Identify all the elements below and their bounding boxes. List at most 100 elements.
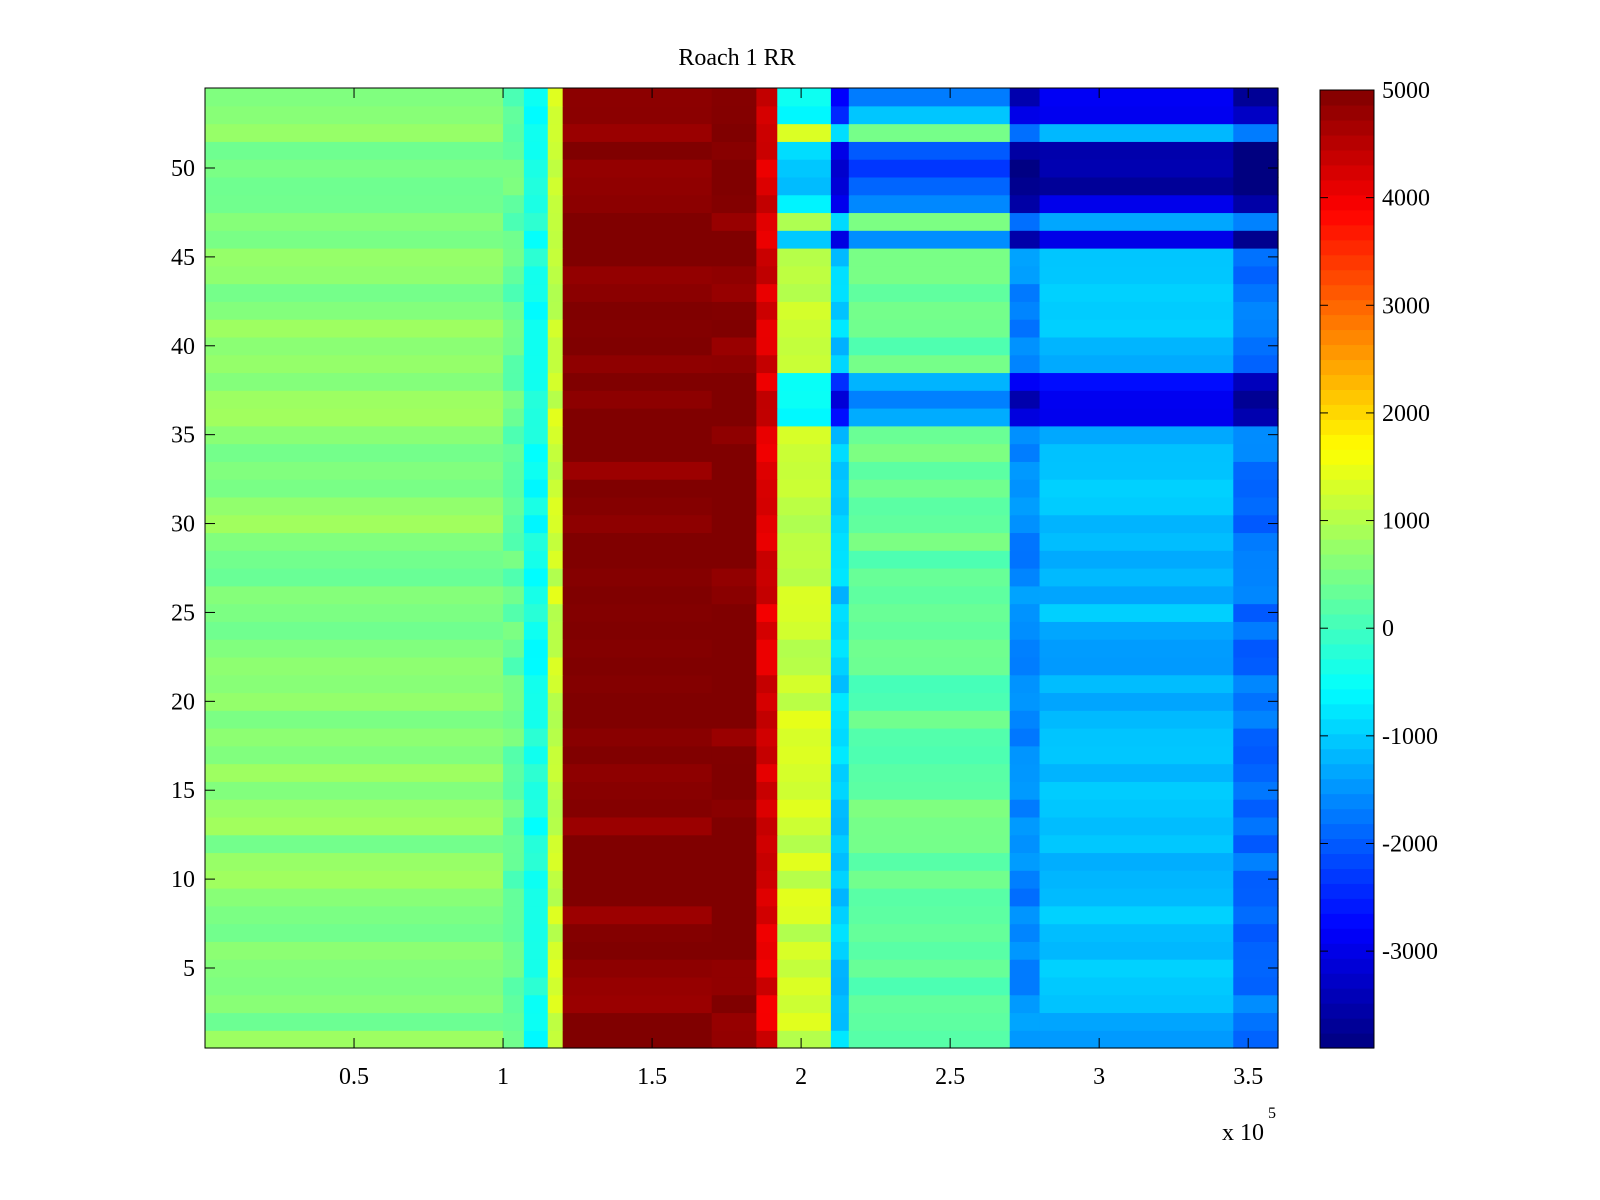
- heatmap-cell: [711, 479, 757, 498]
- heatmap-cell: [711, 105, 757, 125]
- heatmap-cell: [523, 408, 549, 427]
- colorbar: [1320, 90, 1374, 1049]
- heatmap-cell: [830, 621, 850, 640]
- heatmap-cell: [848, 159, 1011, 178]
- heatmap-cell: [711, 959, 757, 978]
- heatmap-cell: [562, 639, 713, 658]
- heatmap-cell: [523, 621, 549, 640]
- heatmap-cell: [205, 105, 504, 125]
- heatmap-cell: [547, 514, 564, 534]
- heatmap-cell: [205, 443, 504, 462]
- heatmap-cell: [503, 834, 525, 854]
- y-tick-label: 40: [171, 334, 195, 360]
- heatmap-cell: [777, 425, 832, 445]
- heatmap-cell: [562, 408, 713, 427]
- colorbar-swatch: [1320, 778, 1374, 795]
- heatmap-cell: [1009, 212, 1041, 231]
- heatmap-cell: [503, 994, 525, 1014]
- x-tick-label: 3: [1093, 1064, 1105, 1090]
- heatmap-cell: [503, 425, 525, 445]
- heatmap-cell: [562, 799, 713, 818]
- heatmap-cell: [830, 639, 850, 658]
- heatmap-cell: [205, 745, 504, 765]
- heatmap-cell: [1009, 194, 1041, 214]
- heatmap-cell: [1009, 710, 1041, 729]
- heatmap-cell: [1009, 959, 1041, 978]
- heatmap-cell: [711, 639, 757, 658]
- heatmap-cell: [1009, 141, 1041, 160]
- heatmap-cell: [547, 354, 564, 374]
- heatmap-cell: [777, 123, 832, 142]
- colorbar-swatch: [1320, 164, 1374, 181]
- heatmap-cell: [1233, 176, 1279, 196]
- heatmap-cell: [830, 941, 850, 960]
- heatmap-cell: [1039, 674, 1234, 694]
- heatmap-cell: [711, 763, 757, 782]
- heatmap-cell: [523, 923, 549, 942]
- heatmap-cell: [756, 354, 778, 374]
- heatmap-cell: [830, 212, 850, 231]
- colorbar-swatch: [1320, 703, 1374, 720]
- heatmap-cell: [848, 425, 1011, 445]
- heatmap-cell: [503, 301, 525, 320]
- heatmap-cell: [562, 1030, 713, 1049]
- heatmap-cell: [523, 1030, 549, 1049]
- heatmap-cell: [503, 621, 525, 640]
- heatmap-cell: [848, 941, 1011, 960]
- heatmap-cell: [711, 568, 757, 587]
- heatmap-cell: [1039, 1030, 1234, 1049]
- heatmap-cell: [1233, 834, 1279, 854]
- heatmap-cell: [523, 710, 549, 729]
- heatmap-cell: [1233, 212, 1279, 231]
- heatmap-cell: [1233, 194, 1279, 214]
- heatmap-cell: [1009, 1012, 1041, 1031]
- heatmap-cell: [711, 230, 757, 249]
- heatmap-cell: [711, 745, 757, 765]
- colorbar-swatch: [1320, 718, 1374, 735]
- heatmap-cell: [1233, 159, 1279, 178]
- heatmap-cell: [1233, 639, 1279, 658]
- heatmap-cell: [848, 870, 1011, 889]
- heatmap-cell: [523, 870, 549, 889]
- heatmap-cell: [777, 603, 832, 622]
- heatmap-cell: [205, 176, 504, 196]
- heatmap-cell: [830, 834, 850, 854]
- colorbar-swatch: [1320, 793, 1374, 810]
- heatmap-cell: [777, 621, 832, 640]
- heatmap-cell: [523, 550, 549, 569]
- heatmap-cell: [1233, 514, 1279, 534]
- heatmap-cell: [848, 319, 1011, 338]
- heatmap-cell: [1233, 265, 1279, 285]
- heatmap-cell: [1233, 710, 1279, 729]
- heatmap-cell: [547, 230, 564, 249]
- heatmap-cell: [547, 425, 564, 445]
- heatmap-cell: [1039, 283, 1234, 302]
- heatmap-cell: [777, 194, 832, 214]
- heatmap-cell: [830, 710, 850, 729]
- heatmap-cell: [503, 959, 525, 978]
- heatmap-cell: [1009, 248, 1041, 267]
- heatmap-cell: [1233, 461, 1279, 480]
- heatmap-cell: [1039, 390, 1234, 409]
- heatmap-cell: [848, 692, 1011, 711]
- heatmap-cell: [711, 888, 757, 907]
- heatmap-cell: [777, 852, 832, 871]
- heatmap-cell: [756, 585, 778, 605]
- heatmap-cell: [562, 479, 713, 498]
- y-tick-label: 5: [183, 956, 195, 982]
- colorbar-swatch: [1320, 898, 1374, 914]
- heatmap-cell: [756, 621, 778, 640]
- heatmap-cell: [756, 745, 778, 765]
- heatmap-cell: [777, 976, 832, 996]
- heatmap-cell: [848, 336, 1011, 356]
- heatmap-cell: [756, 639, 778, 658]
- heatmap-cell: [503, 870, 525, 889]
- y-tick-label: 20: [171, 689, 195, 715]
- heatmap-cell: [848, 283, 1011, 302]
- heatmap-cell: [756, 550, 778, 569]
- heatmap-cell: [848, 212, 1011, 231]
- heatmap-cell: [205, 479, 504, 498]
- heatmap-cell: [777, 354, 832, 374]
- heatmap-cell: [503, 816, 525, 836]
- heatmap-cell: [711, 976, 757, 996]
